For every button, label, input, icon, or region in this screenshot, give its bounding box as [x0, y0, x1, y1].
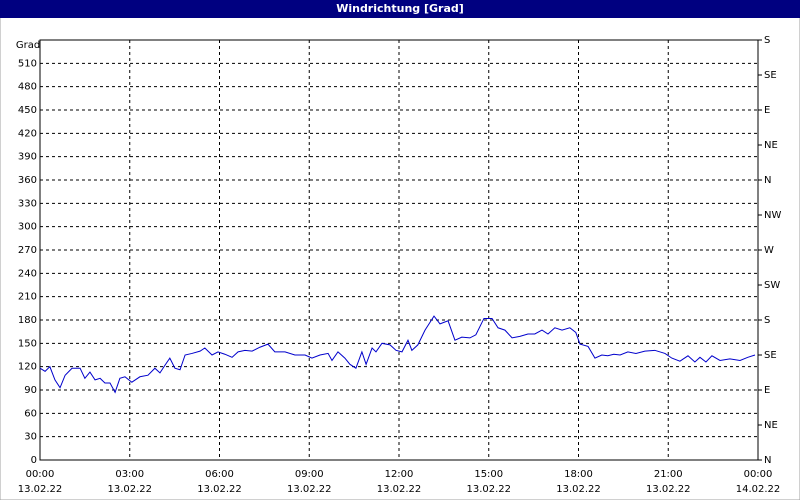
x-tick-date: 13.02.22	[646, 484, 691, 495]
y-tick-label: 300	[18, 222, 37, 233]
x-tick-label: 03:00	[115, 469, 144, 480]
y-tick-label: 390	[18, 152, 37, 163]
y-axis-label: Grad	[16, 40, 40, 51]
y2-tick-label: SW	[764, 280, 780, 291]
y2-tick-label: NE	[764, 420, 778, 431]
y-tick-label: 0	[31, 455, 37, 466]
x-tick-label: 12:00	[385, 469, 414, 480]
x-tick-label: 00:00	[744, 469, 773, 480]
title-bar	[0, 0, 800, 18]
x-tick-date: 14.02.22	[736, 484, 781, 495]
y2-tick-label: N	[764, 455, 771, 466]
y-tick-label: 30	[24, 432, 37, 443]
x-tick-label: 09:00	[295, 469, 324, 480]
y-tick-label: 210	[18, 292, 37, 303]
y2-tick-label: S	[764, 35, 770, 46]
y-tick-label: 60	[24, 408, 37, 419]
plot-frame	[39, 39, 759, 461]
x-tick-label: 15:00	[474, 469, 503, 480]
y2-tick-label: SE	[764, 350, 777, 361]
x-tick-date: 13.02.22	[377, 484, 422, 495]
y-tick-label: 150	[18, 338, 37, 349]
y-tick-label: 480	[18, 82, 37, 93]
y2-tick-label: E	[764, 385, 770, 396]
y2-tick-label: NW	[764, 210, 781, 221]
y-tick-label: 510	[18, 58, 37, 69]
x-tick-label: 18:00	[564, 469, 593, 480]
x-tick-date: 13.02.22	[287, 484, 332, 495]
x-tick-date: 13.02.22	[107, 484, 152, 495]
x-tick-label: 06:00	[205, 469, 234, 480]
y-tick-label: 450	[18, 105, 37, 116]
x-tick-date: 13.02.22	[466, 484, 511, 495]
y-tick-label: 90	[24, 385, 37, 396]
x-tick-label: 21:00	[654, 469, 683, 480]
y-tick-label: 120	[18, 362, 37, 373]
x-tick-date: 13.02.22	[197, 484, 242, 495]
y-tick-label: 330	[18, 198, 37, 209]
y-tick-label: 420	[18, 128, 37, 139]
y2-tick-label: W	[764, 245, 774, 256]
y2-tick-label: E	[764, 105, 770, 116]
y2-tick-label: N	[764, 175, 771, 186]
x-tick-label: 00:00	[26, 469, 55, 480]
y2-tick-label: S	[764, 315, 770, 326]
data-line	[39, 315, 756, 394]
x-tick-date: 13.02.22	[556, 484, 601, 495]
y-tick-label: 180	[18, 315, 37, 326]
chart-title: Windrichtung [Grad]	[336, 2, 464, 15]
y-tick-label: 240	[18, 268, 37, 279]
x-tick-date: 13.02.22	[18, 484, 63, 495]
y-tick-label: 270	[18, 245, 37, 256]
y2-tick-label: SE	[764, 70, 777, 81]
y-tick-label: 360	[18, 175, 37, 186]
y2-tick-label: NE	[764, 140, 778, 151]
